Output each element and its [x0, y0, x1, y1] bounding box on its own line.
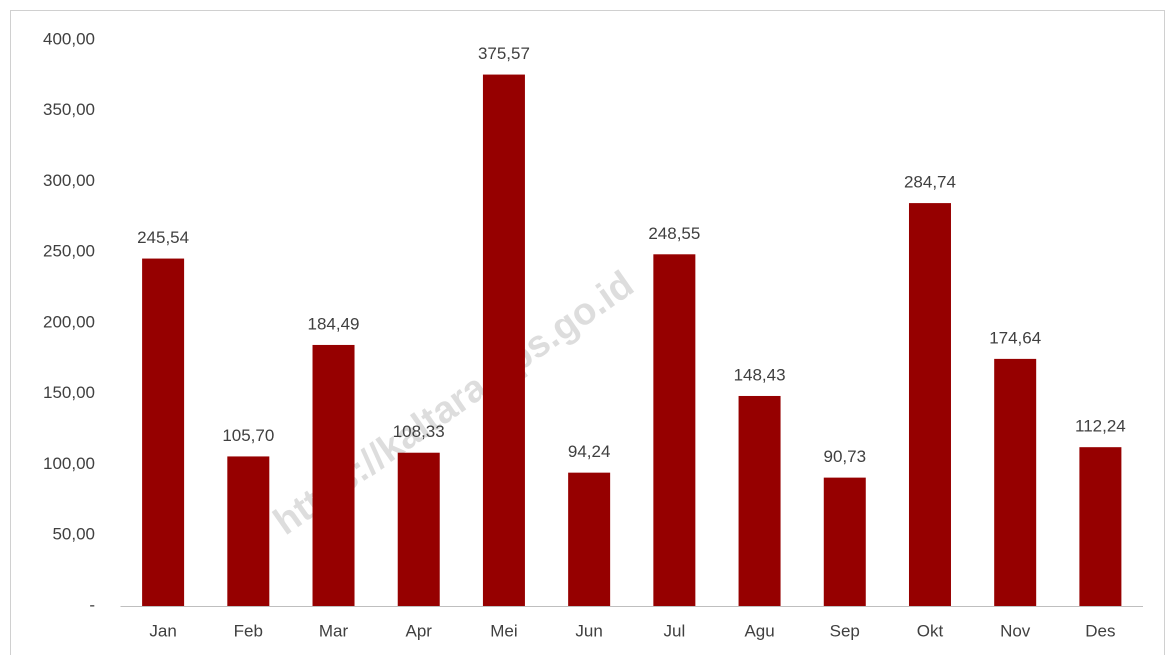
data-label: 105,70 [222, 426, 274, 445]
x-tick-label: Jul [663, 621, 685, 640]
data-label: 94,24 [568, 442, 611, 461]
data-label: 90,73 [823, 447, 866, 466]
x-tick-label: Mar [319, 621, 349, 640]
bar [738, 395, 781, 606]
y-tick-label: - [89, 595, 95, 614]
y-tick-label: 50,00 [52, 525, 95, 544]
x-tick-label: Mei [490, 621, 517, 640]
bar [312, 344, 355, 606]
y-tick-label: 400,00 [43, 29, 95, 48]
x-tick-label: Sep [830, 621, 860, 640]
y-tick-label: 250,00 [43, 242, 95, 261]
bar [397, 452, 440, 606]
data-label: 148,43 [734, 365, 786, 384]
data-label: 108,33 [393, 422, 445, 441]
bar [653, 254, 696, 606]
y-tick-label: 100,00 [43, 454, 95, 473]
data-label: 248,55 [648, 224, 700, 243]
data-label: 112,24 [1075, 417, 1126, 436]
y-tick-label: 150,00 [43, 383, 95, 402]
y-tick-label: 200,00 [43, 312, 95, 331]
data-label: 174,64 [989, 328, 1041, 347]
bar [142, 258, 185, 606]
chart-border [10, 10, 1165, 655]
bar [482, 74, 525, 606]
y-tick-label: 350,00 [43, 100, 95, 119]
data-label: 284,74 [904, 173, 956, 192]
bar [908, 203, 951, 606]
y-tick-label: 300,00 [43, 171, 95, 190]
bar [1079, 447, 1122, 606]
x-tick-label: Jun [575, 621, 602, 640]
data-label: 184,49 [308, 314, 360, 333]
x-tick-label: Des [1085, 621, 1115, 640]
bar [994, 358, 1037, 606]
bar [823, 477, 866, 606]
bar [227, 456, 270, 606]
data-label: 375,57 [478, 44, 530, 63]
bar [568, 472, 611, 606]
x-tick-label: Nov [1000, 621, 1031, 640]
x-tick-label: Feb [234, 621, 263, 640]
x-tick-label: Apr [405, 621, 432, 640]
data-label: 245,54 [137, 228, 189, 247]
x-tick-label: Agu [744, 621, 774, 640]
x-tick-label: Okt [917, 621, 944, 640]
x-tick-label: Jan [149, 621, 176, 640]
